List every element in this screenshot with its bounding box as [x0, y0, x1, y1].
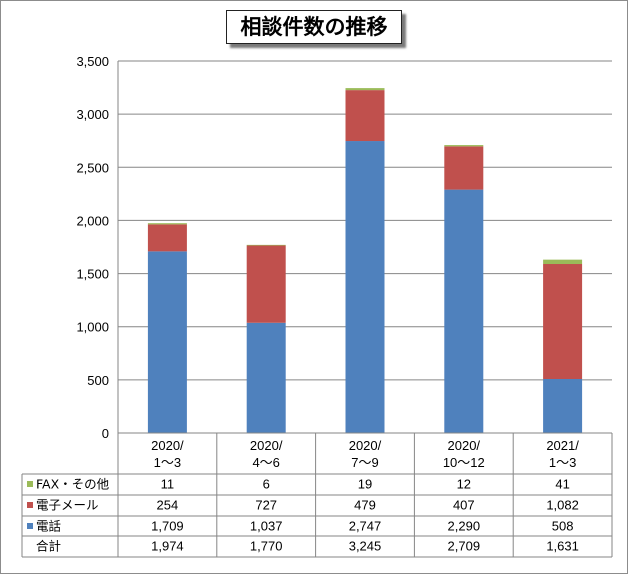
bar-segment	[345, 90, 385, 142]
bar-segment	[444, 189, 484, 433]
table-cell: 254	[157, 498, 179, 513]
table-cell: 2,290	[448, 519, 481, 534]
x-tick-label: 2020/	[349, 438, 382, 453]
bar-segment	[147, 224, 187, 252]
x-tick-label: 4～6	[252, 455, 279, 470]
y-tick-label: 3,500	[76, 54, 109, 69]
y-tick-label: 1,500	[76, 267, 109, 282]
bar-segment	[444, 145, 484, 147]
bar-segment	[147, 251, 187, 433]
bar-segment	[543, 264, 583, 380]
x-tick-label: 2021/	[546, 438, 579, 453]
y-tick-label: 2,500	[76, 160, 109, 175]
bar-segment	[147, 223, 187, 225]
table-cell: 6	[263, 477, 270, 492]
x-tick-label: 1～3	[154, 455, 181, 470]
legend-label: 合計	[36, 539, 61, 554]
y-tick-label: 1,000	[76, 320, 109, 335]
legend-label: 電子メール	[36, 498, 99, 513]
bar-segment	[444, 146, 484, 190]
bar-segment	[543, 259, 583, 265]
x-tick-label: 2020/	[250, 438, 283, 453]
table-cell: 2,709	[448, 539, 481, 554]
bar-segment	[246, 245, 286, 323]
legend-label: FAX・その他	[36, 477, 110, 492]
legend-label: 電話	[36, 519, 61, 534]
y-tick-label: 3,000	[76, 107, 109, 122]
bar-segment	[246, 322, 286, 433]
bar-segment	[345, 141, 385, 433]
y-tick-label: 0	[102, 426, 109, 441]
legend-key	[27, 502, 33, 508]
table-cell: 508	[552, 519, 574, 534]
bar-segment	[246, 244, 286, 246]
table-cell: 1,770	[250, 539, 283, 554]
table-cell: 11	[161, 477, 175, 492]
x-tick-label: 2020/	[151, 438, 184, 453]
table-cell: 727	[255, 498, 277, 513]
legend-key	[27, 523, 33, 529]
table-cell: 407	[453, 498, 475, 513]
chart-title: 相談件数の推移	[226, 10, 402, 44]
x-tick-label: 1～3	[549, 455, 576, 470]
table-cell: 19	[358, 477, 372, 492]
x-tick-label: 10～12	[443, 455, 485, 470]
table-cell: 1,037	[250, 519, 283, 534]
bar-segment	[345, 88, 385, 91]
bar-segment	[543, 379, 583, 433]
y-tick-label: 2,000	[76, 213, 109, 228]
table-cell: 1,709	[151, 519, 184, 534]
x-tick-label: 2020/	[448, 438, 481, 453]
table-cell: 1,082	[546, 498, 579, 513]
table-cell: 2,747	[349, 519, 382, 534]
table-cell: 3,245	[349, 539, 382, 554]
table-cell: 1,631	[546, 539, 579, 554]
y-tick-label: 500	[87, 373, 109, 388]
x-tick-label: 7～9	[351, 455, 378, 470]
table-cell: 1,974	[151, 539, 184, 554]
table-cell: 12	[457, 477, 471, 492]
table-cell: 479	[354, 498, 376, 513]
table-cell: 41	[555, 477, 569, 492]
legend-key	[27, 481, 33, 487]
